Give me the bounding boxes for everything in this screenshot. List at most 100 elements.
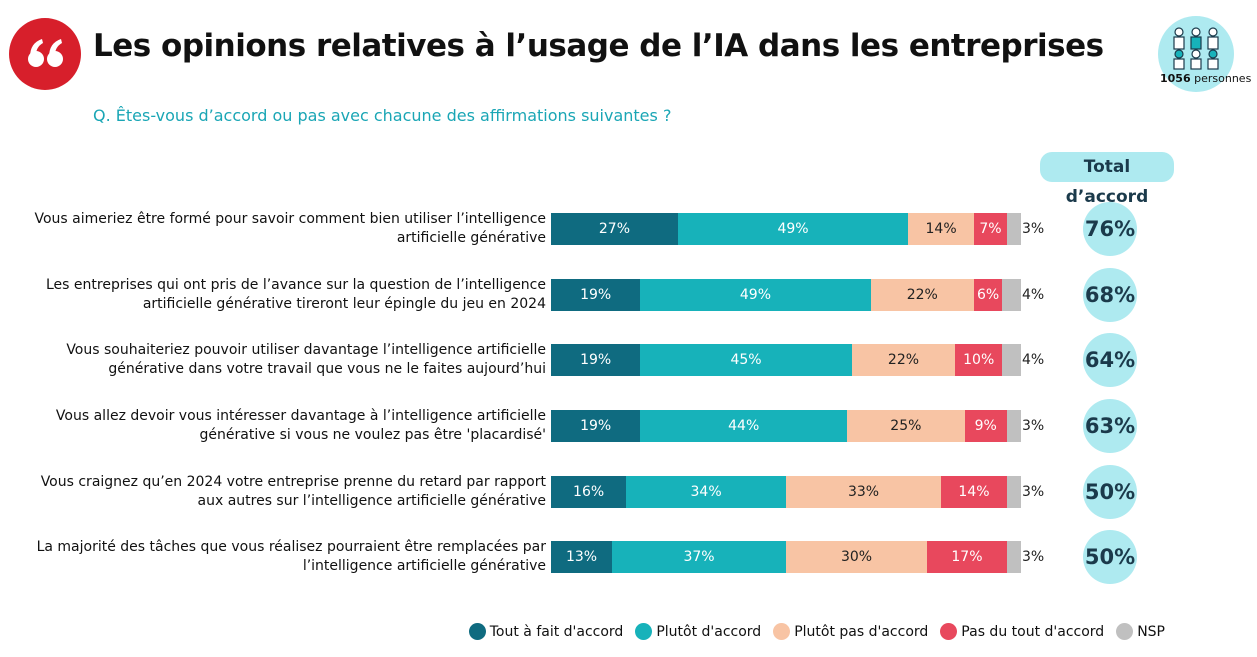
bar-segment bbox=[640, 410, 848, 442]
bar-segment bbox=[974, 213, 1007, 245]
bar-segment bbox=[786, 476, 942, 508]
legend-label: NSP bbox=[1137, 623, 1165, 640]
total-circle bbox=[1083, 465, 1137, 519]
total-label: 50% bbox=[1084, 545, 1136, 569]
value-label: 22% bbox=[887, 352, 920, 368]
value-label: 22% bbox=[906, 287, 938, 303]
bar-segment bbox=[955, 344, 1003, 376]
legend-item: Pas du tout d'accord bbox=[940, 623, 1104, 640]
category-label: Vous craignez qu’en 2024 votre entrepris… bbox=[40, 474, 546, 509]
legend-swatch bbox=[468, 623, 486, 640]
total-label: 64% bbox=[1084, 348, 1136, 372]
value-label: 33% bbox=[847, 484, 880, 500]
bar-segment bbox=[551, 344, 641, 376]
value-label: 3% bbox=[1022, 484, 1045, 500]
total-circle bbox=[1083, 530, 1137, 584]
value-label: 45% bbox=[730, 352, 762, 368]
value-label: 3% bbox=[1022, 221, 1045, 237]
value-label: 19% bbox=[580, 352, 612, 368]
value-label: 27% bbox=[598, 221, 630, 237]
total-label: 76% bbox=[1084, 217, 1136, 241]
total-label: 50% bbox=[1084, 480, 1136, 504]
bar-segment bbox=[974, 279, 1003, 311]
category-label: Vous aimeriez être formé pour savoir com… bbox=[34, 211, 547, 246]
value-label: 44% bbox=[728, 418, 760, 434]
chart-title: Les opinions relatives à l’usage de l’IA… bbox=[93, 28, 1104, 64]
legend-swatch bbox=[1116, 623, 1134, 640]
value-label: 3% bbox=[1022, 549, 1045, 565]
total-circle bbox=[1083, 268, 1137, 322]
bar-segment bbox=[1006, 410, 1021, 442]
bar-segment bbox=[908, 213, 974, 245]
value-label: 3% bbox=[1022, 418, 1045, 434]
bar-segment bbox=[626, 476, 786, 508]
legend-label: Plutôt d'accord bbox=[656, 623, 762, 640]
legend-label: Pas du tout d'accord bbox=[961, 623, 1105, 640]
value-label: 37% bbox=[683, 549, 715, 565]
total-label: 68% bbox=[1084, 283, 1136, 307]
bar-segment bbox=[1006, 541, 1021, 573]
value-label: 49% bbox=[777, 221, 809, 237]
subtitle: Q. Êtes-vous d’accord ou pas avec chacun… bbox=[93, 106, 672, 125]
legend-label: Tout à fait d'accord bbox=[489, 623, 624, 640]
bar-segment bbox=[1002, 279, 1021, 311]
bar-segment bbox=[551, 541, 613, 573]
legend-label: Plutôt pas d'accord bbox=[794, 623, 929, 640]
total-circle bbox=[1083, 333, 1137, 387]
bar-segment bbox=[551, 279, 641, 311]
legend: Tout à fait d'accord Plutôt d'accord Plutô… bbox=[468, 623, 1165, 640]
bar-segment bbox=[612, 541, 786, 573]
value-label: 19% bbox=[580, 287, 612, 303]
value-label: 9% bbox=[974, 418, 997, 434]
value-label: 4% bbox=[1022, 287, 1045, 303]
value-label: 14% bbox=[925, 221, 957, 237]
value-label: 14% bbox=[958, 484, 990, 500]
value-label: 16% bbox=[573, 484, 605, 500]
bar-segment bbox=[870, 279, 974, 311]
sample-text: 1056 personnes bbox=[1160, 72, 1251, 85]
value-label: 34% bbox=[690, 484, 722, 500]
sample-label: personnes bbox=[1194, 72, 1252, 85]
value-label: 49% bbox=[739, 287, 771, 303]
bar-segment bbox=[1006, 476, 1021, 508]
total-circle bbox=[1083, 399, 1137, 453]
legend-item: Tout à fait d'accord bbox=[468, 623, 624, 640]
bar-segment bbox=[941, 476, 1007, 508]
value-label: 25% bbox=[890, 418, 922, 434]
bar-segment bbox=[677, 213, 909, 245]
bar-segment bbox=[551, 213, 678, 245]
value-label: 6% bbox=[976, 287, 1000, 303]
legend-swatch bbox=[940, 623, 958, 640]
bar-segment bbox=[847, 410, 965, 442]
category-label: Les entreprises qui ont pris de l’avance… bbox=[46, 277, 546, 312]
bar-segment bbox=[640, 344, 852, 376]
legend-swatch bbox=[773, 623, 791, 640]
legend-swatch bbox=[635, 623, 653, 640]
bar-segment bbox=[640, 279, 871, 311]
value-label: 30% bbox=[840, 549, 873, 565]
value-label: 7% bbox=[979, 221, 1002, 237]
bar-segment bbox=[786, 541, 927, 573]
bar-segment bbox=[551, 476, 627, 508]
value-label: 13% bbox=[565, 549, 598, 565]
totals-header: Total d’accord bbox=[1040, 152, 1174, 207]
bar-segment bbox=[927, 541, 1007, 573]
legend-item: Plutôt d'accord bbox=[635, 623, 761, 640]
legend-item: NSP bbox=[1116, 623, 1165, 640]
value-label: 10% bbox=[963, 352, 995, 368]
bar-segment bbox=[851, 344, 956, 376]
total-label: 63% bbox=[1084, 414, 1136, 438]
value-label: 19% bbox=[580, 418, 612, 434]
category-label: Vous allez devoir vous intéresser davant… bbox=[55, 408, 546, 443]
legend-item: Plutôt pas d'accord bbox=[773, 623, 928, 640]
bar-segment bbox=[1006, 213, 1021, 245]
bar-segment bbox=[1002, 344, 1021, 376]
quote-icon bbox=[9, 18, 81, 90]
sample-count: 1056 bbox=[1160, 72, 1191, 85]
category-label: La majorité des tâches que vous réalisez… bbox=[36, 539, 546, 574]
value-label: 17% bbox=[951, 549, 983, 565]
category-label: Vous souhaiteriez pouvoir utiliser davan… bbox=[66, 342, 546, 377]
bar-segment bbox=[964, 410, 1007, 442]
bar-segment bbox=[551, 410, 641, 442]
